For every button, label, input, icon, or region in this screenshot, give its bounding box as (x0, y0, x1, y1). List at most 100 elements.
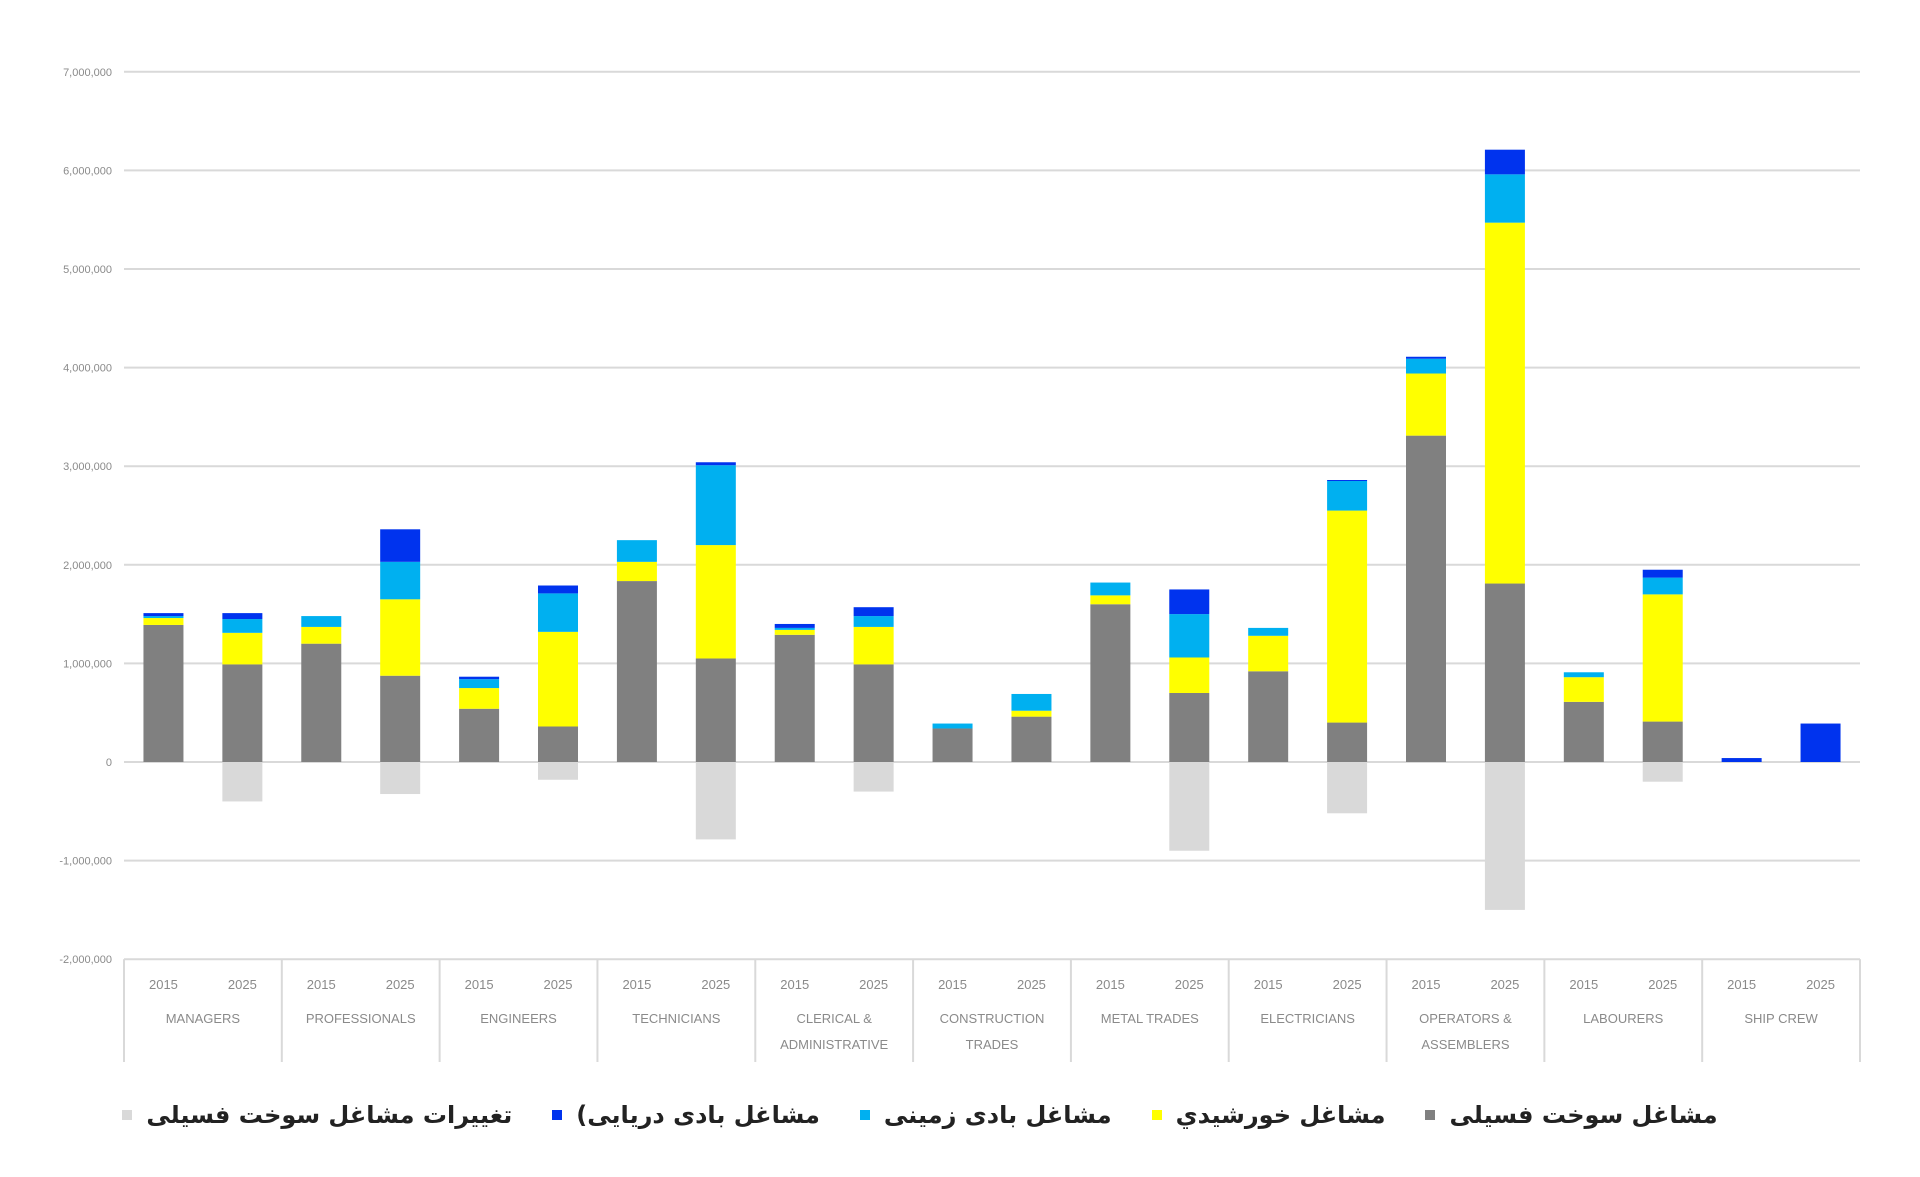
bar-segment (932, 723, 973, 729)
bar-segment (774, 634, 815, 762)
bar-segment (695, 762, 736, 840)
year-label: 2015 (1569, 977, 1598, 992)
bar-segment (1011, 710, 1052, 717)
legend-label: مشاغل سوخت فسیلی (1449, 1101, 1718, 1129)
bar-segment (853, 626, 894, 665)
legend-swatch-icon (1151, 1110, 1162, 1120)
category-label: ELECTRICIANS (1260, 1011, 1355, 1026)
bar-segment (143, 613, 184, 617)
bar-segment (380, 599, 421, 676)
year-label: 2015 (1412, 977, 1441, 992)
bar-segment (1800, 723, 1841, 762)
bar-segment (853, 762, 894, 792)
bar-segment (1327, 480, 1368, 511)
y-tick-label: 7,000,000 (63, 67, 112, 79)
bar-segment (1484, 174, 1525, 223)
bar-segment (695, 462, 736, 466)
year-label: 2025 (1175, 977, 1204, 992)
bar-segment (380, 762, 421, 795)
bar-segment (1169, 692, 1210, 762)
legend-swatch-icon (552, 1110, 563, 1120)
bar-segment (1484, 762, 1525, 910)
bar-segment (222, 762, 263, 802)
y-tick-label: 1,000,000 (63, 658, 112, 670)
bar-segment (538, 585, 578, 594)
bar-segment (459, 679, 500, 689)
bar-segment (1642, 569, 1683, 578)
legend-label: مشاغل بادی زمینی (883, 1101, 1112, 1129)
bar-segment (774, 627, 815, 630)
bar-segment (1406, 373, 1446, 436)
bar-segment (1563, 701, 1604, 762)
bar-segment (695, 545, 736, 659)
year-label: 2025 (1806, 977, 1835, 992)
bar-segment (459, 708, 500, 762)
bar-segment (1484, 149, 1525, 175)
year-label: 2025 (1648, 977, 1677, 992)
bar-segment (1169, 657, 1210, 693)
bar-segment (143, 616, 184, 619)
year-label: 2025 (544, 977, 573, 992)
bar-segment (143, 618, 184, 625)
bar-segment (1642, 762, 1683, 782)
bar-segment (853, 616, 894, 627)
category-label: PROFESSIONALS (306, 1011, 416, 1026)
bar-segment (222, 613, 263, 620)
legend-item-fossil-fuel: مشاغل سوخت فسیلی (1425, 1101, 1718, 1129)
y-tick-label: -2,000,000 (59, 954, 112, 966)
bar-segment (1011, 716, 1052, 762)
category-label: ENGINEERS (480, 1011, 557, 1026)
chart-legend: تغییرات مشاغل سوخت فسیلی مشاغل بادی دریا… (122, 1095, 1718, 1135)
bar-segment (1642, 594, 1683, 722)
bar-segment (1327, 480, 1368, 482)
year-label: 2015 (1254, 977, 1283, 992)
bar-segment (774, 629, 815, 635)
bar-segment (538, 631, 578, 727)
year-label: 2025 (701, 977, 730, 992)
legend-swatch-icon (859, 1110, 870, 1120)
bar-segment (1484, 583, 1525, 762)
bar-segment (1090, 582, 1131, 596)
bar-segment (1327, 722, 1368, 762)
category-label: CONSTRUCTION (940, 1011, 1045, 1026)
bar-segment (932, 728, 973, 762)
y-tick-label: 3,000,000 (63, 461, 112, 473)
bar-segment (538, 726, 578, 762)
y-axis-tick-labels: 7,000,000 6,000,000 5,000,000 4,000,000 3,00… (59, 67, 112, 966)
bar-segment (616, 540, 657, 562)
bar-segment (1484, 222, 1525, 584)
bar-segment (1642, 721, 1683, 762)
bar-segment (143, 624, 184, 762)
bar-segment (222, 619, 263, 633)
bar-segment (1406, 356, 1446, 359)
bar-segment (1011, 693, 1052, 711)
bar-segment (301, 626, 342, 644)
bar-segment (301, 616, 342, 627)
category-label: SHIP CREW (1744, 1011, 1818, 1026)
bar-segment (1327, 510, 1368, 723)
bar-segment (1248, 635, 1289, 672)
bar-segment (222, 664, 263, 762)
legend-item-fossil-change: تغییرات مشاغل سوخت فسیلی (122, 1101, 512, 1129)
year-label: 2015 (307, 977, 336, 992)
legend-label: مشاغل بادی دریایی) (576, 1101, 820, 1129)
bar-segment (695, 658, 736, 762)
x-axis-category-table: 2015 2025 MANAGERS 2015 2025 PROFESSIONALS 201… (123, 959, 1861, 1062)
bar-segment (1090, 604, 1131, 762)
bar-segment (774, 623, 815, 628)
year-label: 2015 (1727, 977, 1756, 992)
category-label: ASSEMBLERS (1421, 1037, 1509, 1052)
bar-segment (695, 465, 736, 546)
y-tick-label: 2,000,000 (63, 560, 112, 572)
legend-label: تغییرات مشاغل سوخت فسیلی (146, 1101, 513, 1129)
bar-segment (1327, 762, 1368, 814)
bar-segment (1406, 435, 1446, 762)
bar-segment (1169, 762, 1210, 851)
bar-segment (1248, 627, 1289, 636)
bar-segment (538, 762, 578, 780)
bar-segment (1248, 671, 1289, 762)
bar-segment (1090, 595, 1131, 605)
legend-item-solar: مشاغل خورشيدي (1151, 1101, 1385, 1129)
bar-segment (1169, 589, 1210, 615)
legend-item-onshore-wind: مشاغل بادی زمینی (859, 1101, 1112, 1129)
